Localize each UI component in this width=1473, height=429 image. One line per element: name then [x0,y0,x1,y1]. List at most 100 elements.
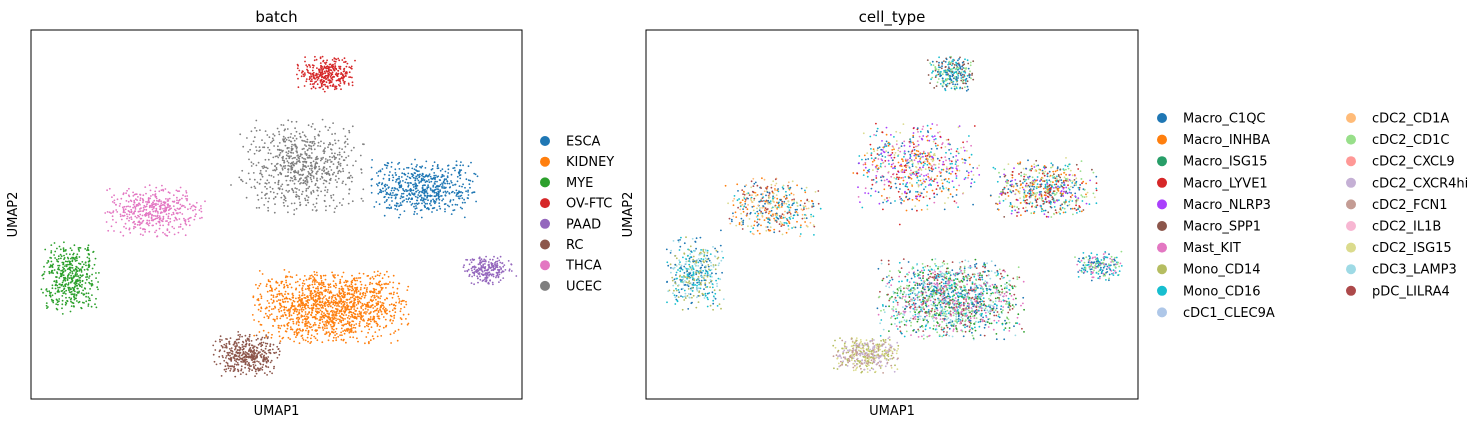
point [285,281,288,284]
point [270,336,273,339]
point [239,333,242,336]
point [282,165,285,168]
point [246,137,248,139]
point [48,266,51,268]
point [392,304,395,307]
point [284,140,287,143]
point [147,216,150,218]
point [416,177,419,180]
point [287,300,289,303]
point [70,277,73,280]
point [70,274,72,277]
point [336,305,338,307]
point [123,205,126,208]
point [314,167,316,170]
point [328,205,331,207]
point [290,140,293,143]
point [158,216,160,219]
point [305,184,308,186]
point [113,202,116,204]
point [85,295,87,298]
point [66,276,69,278]
point [57,289,60,291]
legend-marker [540,280,550,291]
point [278,310,281,313]
point [89,288,91,290]
point [283,306,286,309]
point [291,166,294,169]
point [53,280,56,283]
point [78,262,80,265]
point [295,191,298,194]
point [354,330,357,333]
point [886,197,888,199]
point [290,151,293,154]
point [465,190,467,193]
point [394,208,397,210]
point [145,214,148,217]
point [134,198,137,201]
point [420,166,423,169]
point [160,189,163,192]
point [416,164,418,166]
point [393,314,396,317]
point [926,59,929,61]
point [310,87,313,90]
point [165,207,168,210]
point [272,191,275,194]
point [301,294,304,296]
legend-marker [540,218,550,229]
point [423,179,425,182]
chart-title: batch [255,8,297,26]
point [953,71,956,74]
point [61,299,64,302]
point [254,304,256,306]
point [308,289,310,291]
point [61,303,64,306]
point [311,140,314,143]
point [350,67,353,70]
point [338,312,340,315]
point [166,200,169,202]
point [256,360,258,363]
point [272,300,275,303]
point [328,72,331,74]
point [458,171,461,174]
point [926,160,929,163]
point [372,315,375,318]
point [948,60,951,63]
point [310,297,313,300]
point [309,290,312,293]
point [204,200,206,203]
point [305,190,308,192]
point [289,275,292,278]
point [194,215,197,218]
point [179,223,182,226]
point [165,234,168,237]
point [274,203,276,206]
point [335,205,338,208]
point [294,143,296,146]
point [957,75,960,77]
point [52,301,55,304]
point [966,74,969,77]
point [165,213,168,216]
point [307,302,310,304]
point [313,148,316,151]
point [401,172,404,175]
panel-cell_type: cell_typeUMAP1UMAP2Macro_C1QCMacro_INHBA… [621,8,1468,419]
point [64,293,67,295]
point [62,285,65,288]
point [142,201,144,204]
point [424,167,427,169]
point [308,173,310,175]
point [449,199,452,202]
point [503,264,506,266]
point [332,84,334,87]
point [427,186,430,189]
point [127,187,130,190]
point [266,374,268,376]
point [177,212,179,214]
point [473,258,476,261]
point [105,221,108,223]
